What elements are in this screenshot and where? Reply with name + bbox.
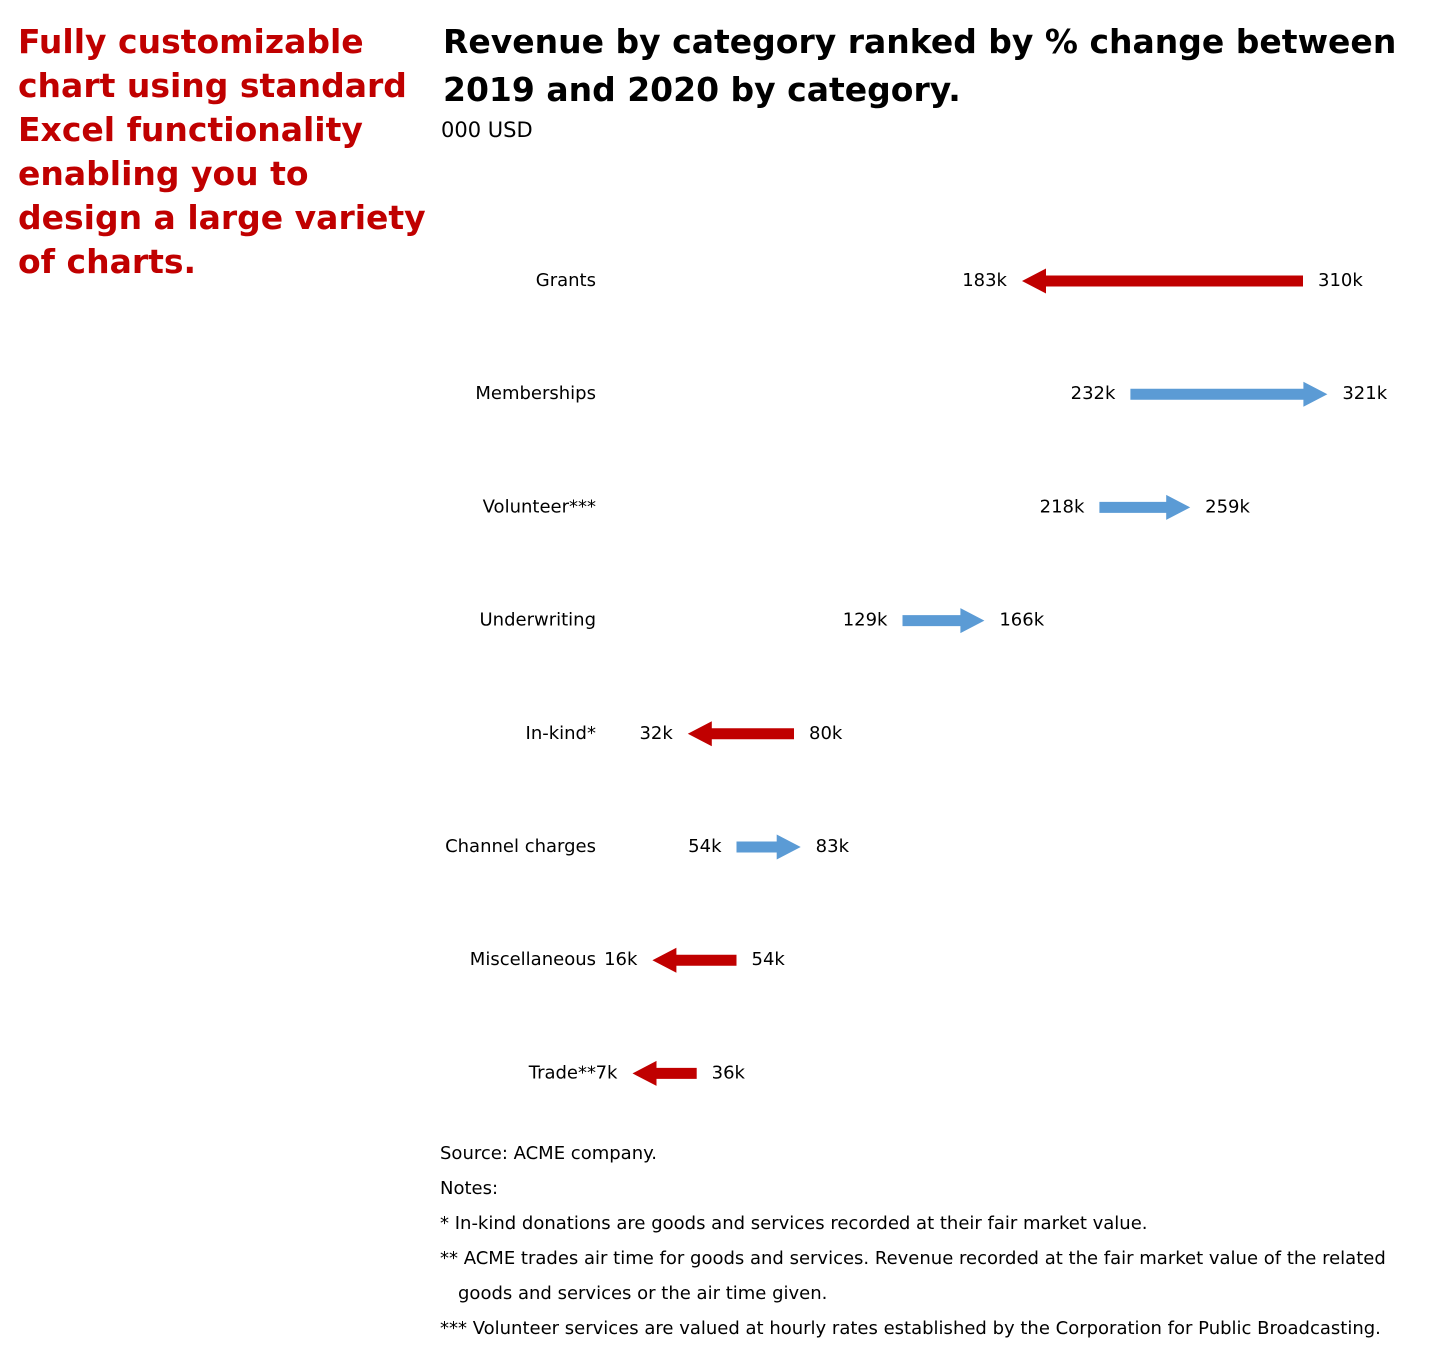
footnotes: Source: ACME company. Notes: * In-kind d…: [440, 1136, 1440, 1346]
start-value-label: 129k: [843, 610, 888, 631]
category-label: Channel charges: [445, 836, 596, 857]
change-arrow: [1022, 268, 1303, 294]
category-label: Grants: [536, 270, 596, 291]
change-arrow: [736, 834, 801, 860]
category-label: Memberships: [475, 383, 596, 404]
promo-text: Fully customizable chart using standard …: [18, 22, 426, 281]
end-value-label: 32k: [639, 723, 673, 744]
category-label: Volunteer***: [483, 496, 596, 517]
start-value-label: 310k: [1318, 270, 1363, 291]
end-value-label: 7k: [596, 1062, 618, 1083]
source-note: Source: ACME company.: [440, 1143, 657, 1164]
end-value-label: 83k: [816, 836, 850, 857]
category-label: Underwriting: [480, 610, 597, 631]
notes-heading: Notes:: [440, 1178, 499, 1199]
end-value-label: 16k: [604, 949, 638, 970]
change-arrow: [652, 947, 737, 973]
change-arrow: [1130, 381, 1328, 407]
note-trade-line2: goods and services or the air time given…: [458, 1283, 828, 1304]
change-arrow: [902, 608, 985, 634]
start-value-label: 54k: [688, 836, 722, 857]
end-value-label: 183k: [962, 270, 1007, 291]
change-arrow: [632, 1060, 697, 1086]
chart-unit: 000 USD: [441, 118, 533, 142]
start-value-label: 54k: [752, 949, 786, 970]
change-arrow: [1099, 494, 1191, 520]
change-arrow: [687, 721, 794, 747]
category-label: In-kind*: [526, 723, 596, 744]
note-trade-line1: ** ACME trades air time for goods and se…: [440, 1248, 1386, 1269]
start-value-label: 218k: [1040, 496, 1085, 517]
start-value-label: 232k: [1071, 383, 1116, 404]
category-label: Miscellaneous: [470, 949, 596, 970]
note-in-kind: * In-kind donations are goods and servic…: [440, 1213, 1148, 1234]
end-value-label: 321k: [1342, 383, 1387, 404]
chart-title: Revenue by category ranked by % change b…: [443, 22, 1397, 109]
arrow-chart: Grants 310k 183k Memberships 232k 321k Volunte…: [445, 268, 1388, 1086]
note-volunteer: *** Volunteer services are valued at hou…: [440, 1318, 1381, 1339]
start-value-label: 80k: [809, 723, 843, 744]
start-value-label: 36k: [712, 1062, 746, 1083]
category-label: Trade**: [528, 1062, 596, 1083]
end-value-label: 166k: [999, 610, 1044, 631]
end-value-label: 259k: [1205, 496, 1250, 517]
